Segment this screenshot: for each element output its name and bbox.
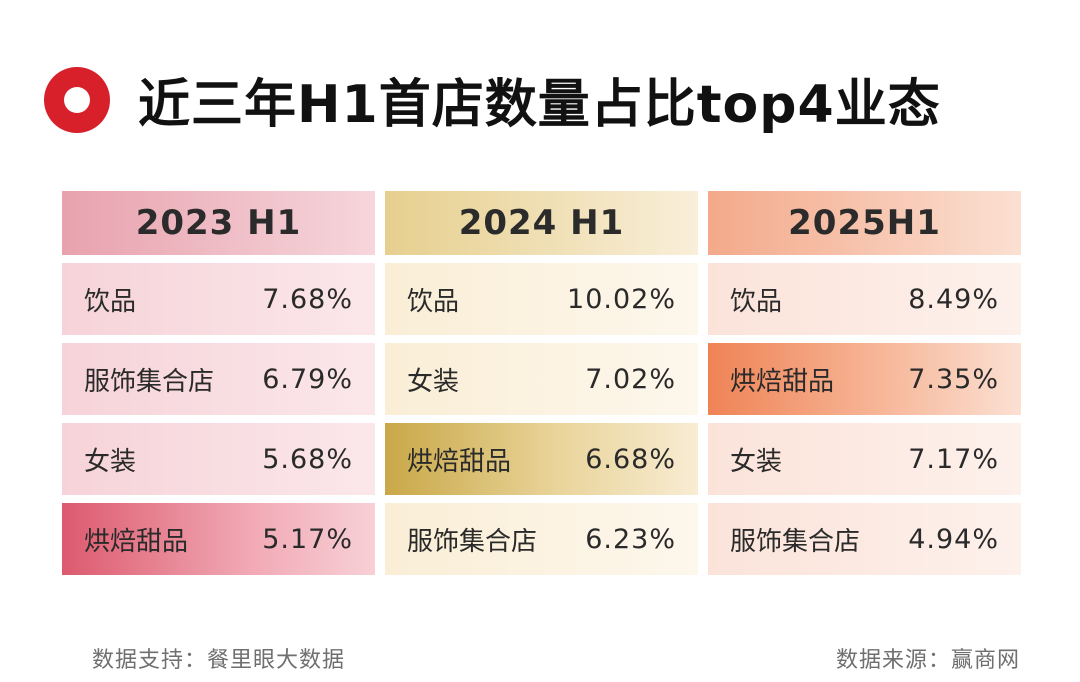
table-row-highlighted: 烘焙甜品 5.17% bbox=[62, 503, 375, 575]
value-label: 10.02% bbox=[567, 283, 676, 315]
table-row: 饮品 8.49% bbox=[708, 263, 1021, 335]
value-label: 6.23% bbox=[585, 523, 676, 555]
table-row: 服饰集合店 6.79% bbox=[62, 343, 375, 415]
category-label: 服饰集合店 bbox=[84, 366, 215, 397]
category-label: 女装 bbox=[84, 446, 137, 477]
column-2024: 2024 H1 饮品 10.02% 女装 7.02% 烘焙甜品 6.68% 服饰… bbox=[385, 191, 698, 575]
data-source-note: 数据来源：赢商网 bbox=[835, 648, 1020, 673]
column-header-2025: 2025H1 bbox=[708, 191, 1021, 255]
record-circle-icon bbox=[44, 66, 110, 133]
category-label: 饮品 bbox=[730, 286, 783, 317]
table-row: 饮品 10.02% bbox=[385, 263, 698, 335]
category-label: 饮品 bbox=[407, 286, 460, 317]
category-label: 烘焙甜品 bbox=[84, 526, 189, 557]
table-row: 服饰集合店 6.23% bbox=[385, 503, 698, 575]
data-support-note: 数据支持：餐里眼大数据 bbox=[92, 648, 346, 673]
value-label: 7.35% bbox=[908, 363, 999, 395]
value-label: 5.68% bbox=[262, 443, 353, 475]
category-label: 饮品 bbox=[84, 286, 137, 317]
category-label: 服饰集合店 bbox=[730, 526, 861, 557]
title-row: 近三年H1首店数量占比top4业态 bbox=[44, 62, 941, 137]
value-label: 7.68% bbox=[262, 283, 353, 315]
value-label: 6.68% bbox=[585, 443, 676, 475]
table-row: 女装 7.02% bbox=[385, 343, 698, 415]
category-label: 服饰集合店 bbox=[407, 526, 538, 557]
table-row-highlighted: 烘焙甜品 7.35% bbox=[708, 343, 1021, 415]
value-label: 6.79% bbox=[262, 363, 353, 395]
table-row: 女装 5.68% bbox=[62, 423, 375, 495]
table: 2023 H1 饮品 7.68% 服饰集合店 6.79% 女装 5.68% 烘焙… bbox=[62, 191, 1021, 575]
table-row: 服饰集合店 4.94% bbox=[708, 503, 1021, 575]
column-header-2023: 2023 H1 bbox=[62, 191, 375, 255]
column-2025: 2025H1 饮品 8.49% 烘焙甜品 7.35% 女装 7.17% 服饰集合… bbox=[708, 191, 1021, 575]
value-label: 8.49% bbox=[908, 283, 999, 315]
table-row-highlighted: 烘焙甜品 6.68% bbox=[385, 423, 698, 495]
column-header-2024: 2024 H1 bbox=[385, 191, 698, 255]
category-label: 烘焙甜品 bbox=[730, 366, 835, 397]
table-row: 饮品 7.68% bbox=[62, 263, 375, 335]
value-label: 7.17% bbox=[908, 443, 999, 475]
category-label: 烘焙甜品 bbox=[407, 446, 512, 477]
category-label: 女装 bbox=[730, 446, 783, 477]
table-row: 女装 7.17% bbox=[708, 423, 1021, 495]
value-label: 4.94% bbox=[908, 523, 999, 555]
chart-title: 近三年H1首店数量占比top4业态 bbox=[138, 75, 941, 135]
value-label: 7.02% bbox=[585, 363, 676, 395]
value-label: 5.17% bbox=[262, 523, 353, 555]
column-2023: 2023 H1 饮品 7.68% 服饰集合店 6.79% 女装 5.68% 烘焙… bbox=[62, 191, 375, 575]
category-label: 女装 bbox=[407, 366, 460, 397]
